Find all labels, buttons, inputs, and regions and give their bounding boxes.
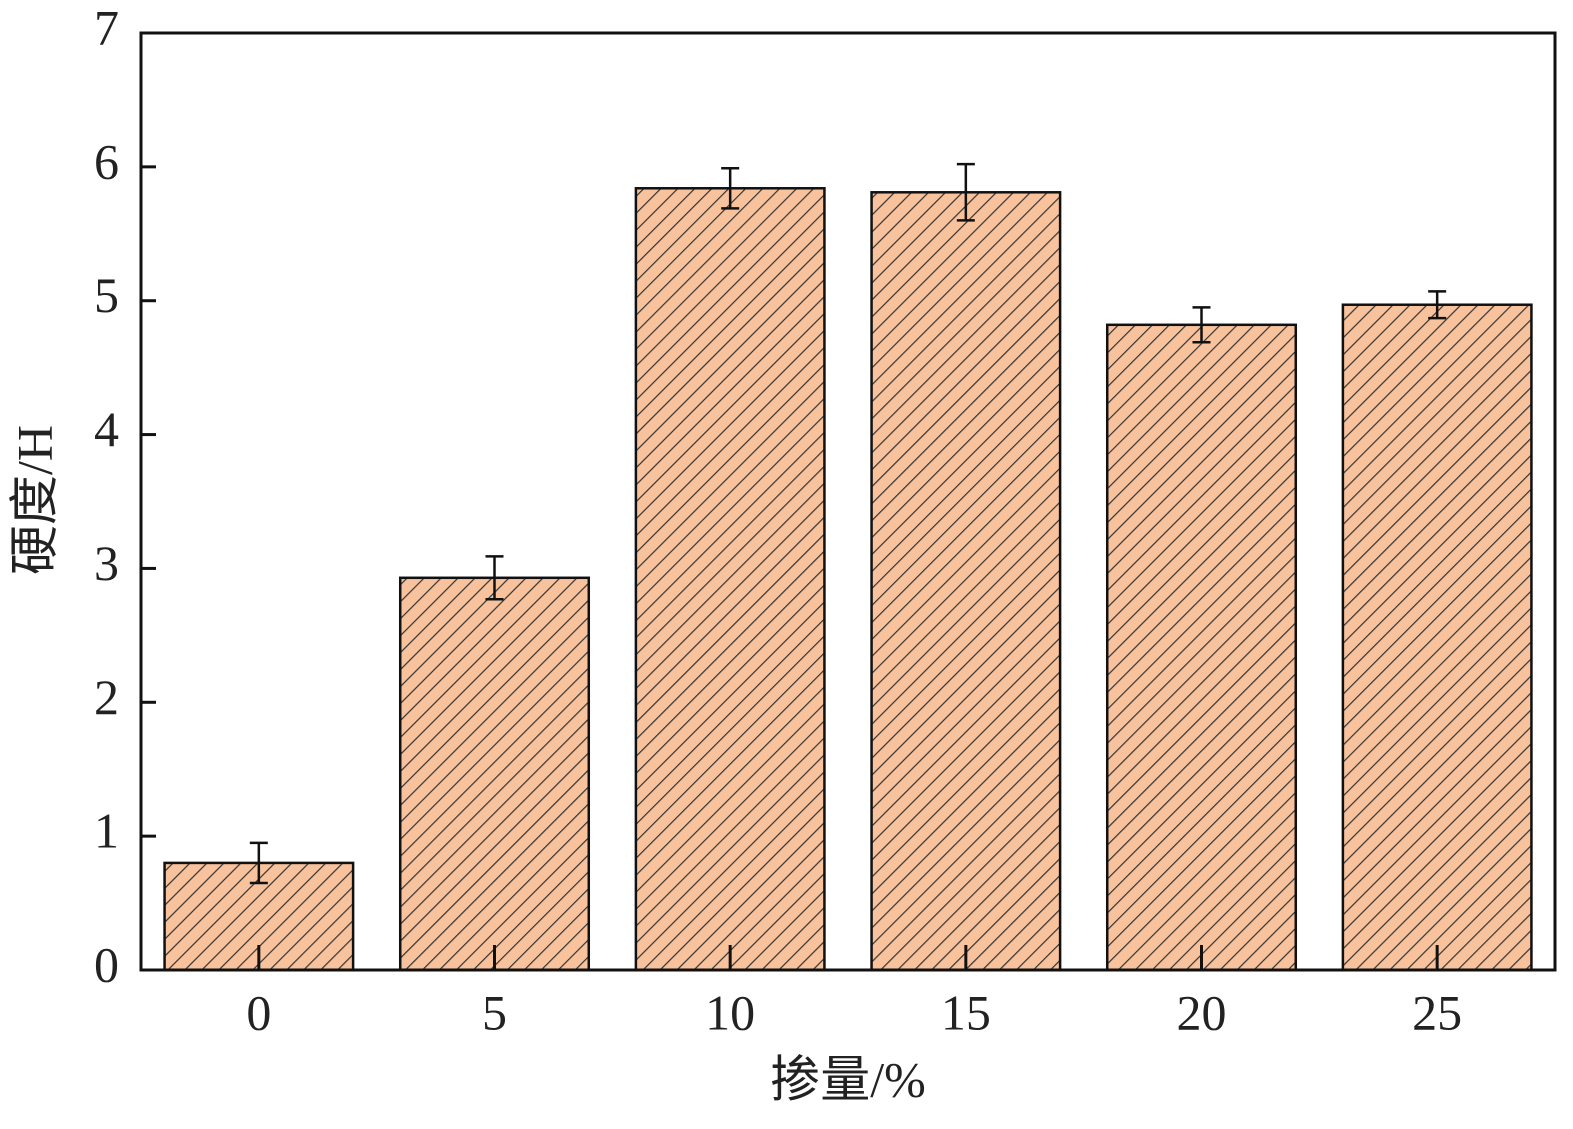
bar-hatch xyxy=(870,191,1062,972)
bar-hatch xyxy=(1105,323,1298,972)
y-tick-label: 0 xyxy=(94,936,119,992)
x-axis-label: 掺量/% xyxy=(770,1051,926,1107)
x-tick-label: 15 xyxy=(941,984,991,1040)
plot-frame xyxy=(139,31,1557,972)
y-tick-label: 2 xyxy=(94,669,119,725)
y-tick-label: 3 xyxy=(94,535,119,591)
y-tick-label: 6 xyxy=(94,133,119,189)
bar-hatch xyxy=(1341,303,1533,972)
y-tick-label: 4 xyxy=(94,401,119,457)
x-tick-label: 0 xyxy=(246,984,271,1040)
bar-hatch xyxy=(634,187,826,972)
y-axis-label: 硬度/H xyxy=(6,425,62,575)
y-tick-label: 7 xyxy=(94,0,119,55)
x-tick-label: 25 xyxy=(1412,984,1462,1040)
x-tick-label: 20 xyxy=(1177,984,1227,1040)
x-tick-label: 10 xyxy=(705,984,755,1040)
x-tick-label: 5 xyxy=(482,984,507,1040)
y-tick-label: 5 xyxy=(94,267,119,323)
y-tick-label: 1 xyxy=(94,803,119,859)
bar-hatch xyxy=(398,576,591,972)
